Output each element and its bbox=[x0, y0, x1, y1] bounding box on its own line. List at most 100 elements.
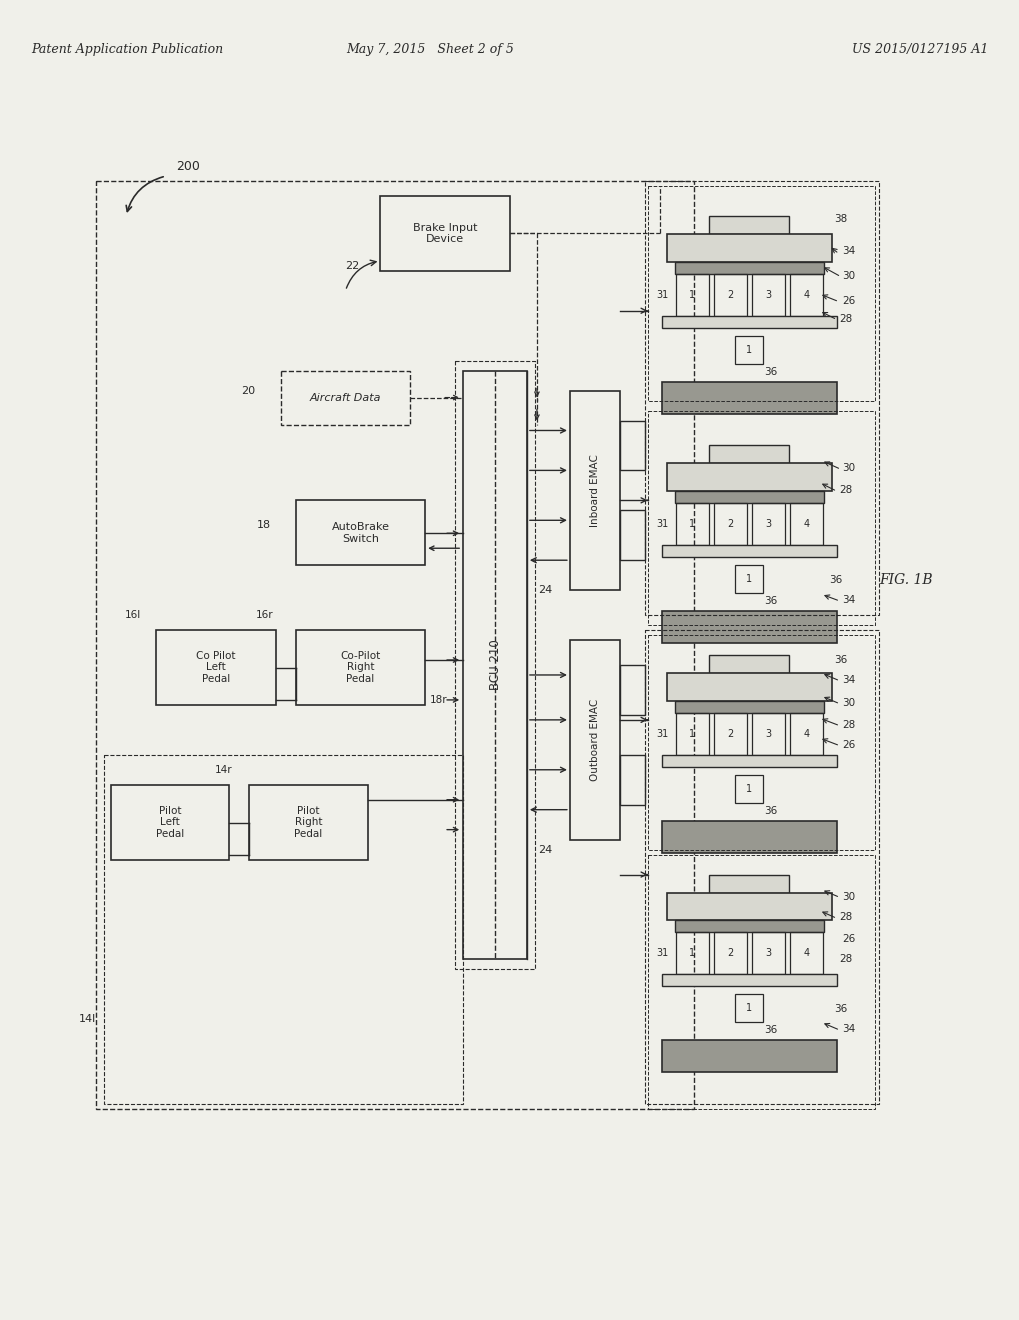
Bar bbox=[709, 875, 789, 892]
Bar bbox=[675, 261, 822, 273]
Bar bbox=[620, 511, 644, 560]
Bar bbox=[661, 755, 836, 767]
Text: 1: 1 bbox=[746, 574, 752, 585]
Text: 26: 26 bbox=[842, 296, 855, 306]
Bar bbox=[661, 974, 836, 986]
Bar bbox=[666, 673, 830, 701]
Text: 2: 2 bbox=[727, 290, 733, 300]
Bar bbox=[280, 371, 410, 425]
Text: US 2015/0127195 A1: US 2015/0127195 A1 bbox=[852, 42, 987, 55]
Bar bbox=[96, 181, 694, 1109]
Bar bbox=[666, 234, 830, 261]
Bar bbox=[735, 775, 762, 803]
Bar bbox=[789, 503, 822, 545]
Text: May 7, 2015   Sheet 2 of 5: May 7, 2015 Sheet 2 of 5 bbox=[345, 42, 514, 55]
Text: Patent Application Publication: Patent Application Publication bbox=[32, 42, 223, 55]
Bar bbox=[735, 565, 762, 593]
Text: 34: 34 bbox=[842, 1024, 855, 1035]
Text: FIG. 1B: FIG. 1B bbox=[878, 573, 931, 587]
Text: 24: 24 bbox=[537, 845, 551, 854]
Bar bbox=[249, 784, 368, 859]
Bar bbox=[661, 545, 836, 557]
Text: 36: 36 bbox=[828, 576, 842, 585]
Text: 30: 30 bbox=[842, 271, 854, 281]
Text: 1: 1 bbox=[746, 1003, 752, 1014]
Text: 22: 22 bbox=[345, 261, 360, 271]
Bar bbox=[104, 755, 463, 1104]
Bar bbox=[454, 360, 534, 969]
Text: 16r: 16r bbox=[256, 610, 273, 620]
Bar bbox=[675, 701, 822, 713]
Text: Pilot
Left
Pedal: Pilot Left Pedal bbox=[156, 805, 183, 838]
Text: 31: 31 bbox=[655, 519, 667, 529]
Text: 26: 26 bbox=[842, 935, 855, 944]
Bar bbox=[713, 932, 746, 974]
Text: 38: 38 bbox=[834, 214, 847, 224]
Text: 3: 3 bbox=[764, 729, 770, 739]
Text: 2: 2 bbox=[727, 948, 733, 958]
Bar bbox=[675, 920, 822, 932]
Bar bbox=[709, 445, 789, 463]
Text: Co Pilot
Left
Pedal: Co Pilot Left Pedal bbox=[196, 651, 235, 684]
Text: 36: 36 bbox=[763, 1026, 776, 1035]
Bar bbox=[751, 273, 784, 315]
Text: 28: 28 bbox=[839, 954, 852, 965]
Text: 24: 24 bbox=[537, 585, 551, 595]
Bar bbox=[647, 635, 874, 850]
Bar bbox=[661, 381, 836, 413]
Text: 36: 36 bbox=[763, 597, 776, 606]
Text: 30: 30 bbox=[842, 463, 854, 474]
Text: 4: 4 bbox=[802, 519, 808, 529]
Text: 28: 28 bbox=[839, 486, 852, 495]
Bar bbox=[666, 892, 830, 920]
Text: Aircraft Data: Aircraft Data bbox=[310, 393, 381, 403]
Bar bbox=[751, 932, 784, 974]
Bar bbox=[647, 186, 874, 400]
Bar bbox=[156, 630, 275, 705]
Bar bbox=[661, 821, 836, 853]
Bar bbox=[647, 854, 874, 1109]
Text: 36: 36 bbox=[834, 1005, 847, 1014]
Text: 36: 36 bbox=[763, 367, 776, 376]
Text: 1: 1 bbox=[746, 784, 752, 793]
Text: 30: 30 bbox=[842, 891, 854, 902]
Text: Brake Input
Device: Brake Input Device bbox=[413, 223, 477, 244]
Text: 18r: 18r bbox=[430, 694, 447, 705]
Text: 1: 1 bbox=[689, 729, 695, 739]
Bar bbox=[661, 315, 836, 327]
Text: 1: 1 bbox=[689, 290, 695, 300]
Bar bbox=[666, 463, 830, 491]
Bar bbox=[735, 335, 762, 363]
Text: 18: 18 bbox=[256, 520, 270, 531]
Bar bbox=[709, 216, 789, 234]
Bar bbox=[570, 640, 620, 840]
Text: Pilot
Right
Pedal: Pilot Right Pedal bbox=[294, 805, 322, 838]
Bar bbox=[676, 713, 708, 755]
Bar bbox=[111, 784, 228, 859]
Bar bbox=[647, 411, 874, 626]
Bar bbox=[735, 994, 762, 1022]
Text: 1: 1 bbox=[689, 519, 695, 529]
Bar bbox=[713, 503, 746, 545]
Text: 31: 31 bbox=[655, 290, 667, 300]
Text: 34: 34 bbox=[842, 675, 855, 685]
Bar bbox=[661, 611, 836, 643]
Text: 1: 1 bbox=[746, 345, 752, 355]
Text: 28: 28 bbox=[839, 912, 852, 923]
Bar bbox=[644, 630, 878, 1104]
Bar bbox=[620, 421, 644, 470]
Bar bbox=[296, 500, 425, 565]
Bar bbox=[570, 391, 620, 590]
Text: 36: 36 bbox=[763, 805, 776, 816]
Text: BCU 210: BCU 210 bbox=[488, 640, 501, 690]
Text: 4: 4 bbox=[802, 948, 808, 958]
Bar bbox=[620, 665, 644, 715]
Bar bbox=[676, 503, 708, 545]
Bar bbox=[296, 630, 425, 705]
Bar bbox=[661, 1040, 836, 1072]
Text: 26: 26 bbox=[842, 739, 855, 750]
Text: AutoBrake
Switch: AutoBrake Switch bbox=[331, 521, 389, 544]
Bar bbox=[789, 273, 822, 315]
Bar bbox=[380, 195, 510, 271]
Bar bbox=[644, 181, 878, 615]
